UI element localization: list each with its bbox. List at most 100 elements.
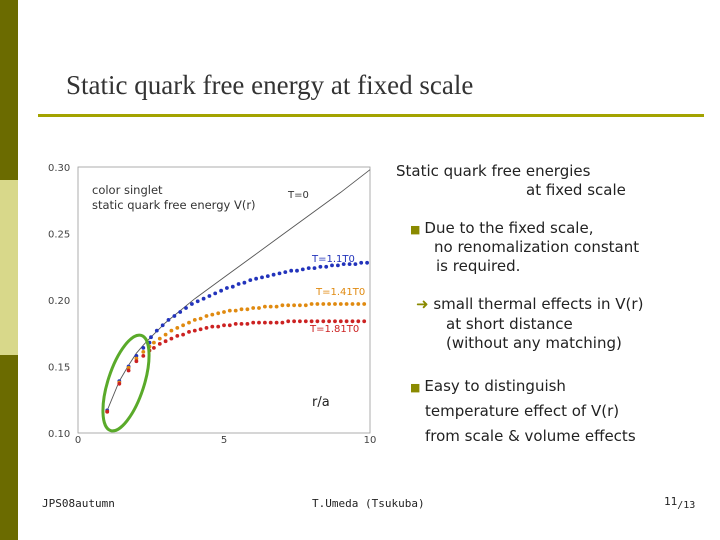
data-point	[134, 354, 139, 358]
data-point	[175, 334, 180, 338]
bullet1-line2: no renomalization constant	[434, 238, 640, 256]
data-point	[362, 319, 367, 324]
bullet2-line3: from scale & volume effects	[425, 427, 636, 445]
chart-annotation-line2: static quark free energy V(r)	[92, 198, 256, 212]
data-point	[350, 302, 355, 306]
data-point	[192, 328, 197, 333]
data-point	[260, 275, 264, 280]
data-point	[336, 263, 340, 268]
data-point	[187, 330, 191, 334]
data-point	[216, 311, 221, 316]
heading-line2: at fixed scale	[526, 181, 626, 199]
data-point	[141, 350, 146, 354]
data-point	[280, 303, 285, 308]
data-point	[198, 316, 203, 321]
y-tick-label: 0.15	[48, 363, 70, 374]
data-point	[152, 340, 156, 345]
data-point	[163, 332, 168, 337]
data-point	[169, 336, 174, 341]
data-point	[195, 299, 200, 304]
data-point	[312, 266, 317, 270]
data-point	[126, 368, 131, 373]
data-point	[309, 319, 314, 324]
data-point	[222, 323, 226, 328]
short-distance-highlight	[101, 333, 151, 433]
bullet-square-icon: ■	[410, 381, 421, 394]
data-point	[254, 276, 258, 281]
arrow-line1: ➜ small thermal effects in V(r)	[416, 295, 643, 315]
data-point	[149, 335, 153, 340]
data-point	[321, 302, 326, 306]
data-point	[362, 302, 367, 306]
data-point	[198, 327, 203, 332]
data-point	[210, 312, 215, 317]
data-point	[283, 270, 288, 274]
footer-conference: JPS08autumn	[42, 497, 115, 510]
data-point	[268, 304, 273, 309]
data-point	[201, 296, 206, 301]
data-point	[292, 303, 296, 308]
data-point	[204, 314, 209, 318]
data-point	[225, 286, 229, 290]
page-total: /13	[677, 500, 696, 511]
bullet1-line3: is required.	[436, 257, 521, 275]
series-label: T=1.1T0	[311, 254, 355, 265]
data-point	[292, 319, 296, 324]
heading-line1: Static quark free energies	[396, 162, 591, 180]
data-point	[309, 302, 314, 306]
data-point	[126, 365, 131, 370]
y-tick-label: 0.25	[48, 230, 70, 241]
data-point	[134, 359, 139, 364]
chart-annotation-line1: color singlet	[92, 183, 163, 197]
y-tick-label: 0.30	[48, 163, 70, 174]
data-point	[157, 342, 162, 346]
data-point	[274, 304, 279, 309]
data-point	[263, 304, 267, 309]
data-point	[333, 319, 337, 324]
data-point	[236, 282, 241, 286]
sidebar-stripe-top	[0, 0, 18, 180]
data-point	[356, 319, 361, 324]
data-point	[338, 319, 343, 324]
bullet2-line2: temperature effect of V(r)	[425, 402, 620, 420]
data-point	[333, 302, 337, 306]
data-point	[289, 268, 294, 273]
data-point	[242, 280, 247, 285]
data-point	[251, 320, 256, 325]
data-point	[210, 324, 215, 329]
data-point	[175, 326, 180, 330]
data-point	[222, 310, 226, 314]
data-point	[277, 271, 282, 276]
data-point	[306, 266, 311, 270]
data-point	[117, 381, 122, 386]
slide-title: Static quark free energy at fixed scale	[66, 70, 474, 100]
arrow-text: small thermal effects in V(r)	[433, 295, 644, 313]
data-point	[298, 319, 302, 324]
data-point	[227, 308, 232, 313]
data-point	[169, 328, 174, 333]
data-point	[318, 264, 323, 269]
data-point	[344, 319, 349, 324]
data-point	[181, 323, 186, 328]
series-layer	[105, 169, 371, 414]
data-point	[321, 319, 326, 324]
data-point	[286, 319, 291, 324]
data-point	[204, 326, 209, 330]
data-point	[324, 264, 329, 269]
data-point	[300, 267, 305, 272]
data-point	[248, 278, 253, 282]
data-point	[230, 284, 235, 289]
data-point	[134, 356, 139, 361]
data-point	[239, 322, 244, 326]
data-point	[239, 307, 244, 312]
footer-author: T.Umeda (Tsukuba)	[312, 497, 425, 510]
data-point	[268, 320, 273, 325]
data-point	[330, 263, 334, 268]
data-point	[219, 288, 224, 293]
data-point	[295, 268, 299, 273]
data-point	[271, 272, 276, 277]
footer-page-number: 11/13	[664, 495, 696, 511]
data-point	[105, 409, 110, 414]
data-point	[344, 302, 349, 306]
series-label: T=0	[287, 190, 309, 201]
